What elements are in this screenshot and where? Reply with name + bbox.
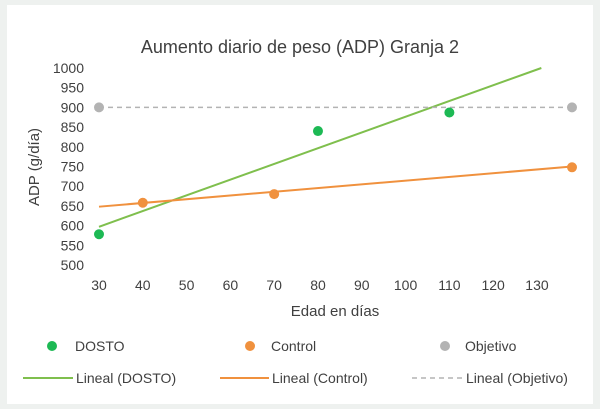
y-tick-label: 700 [61,178,85,194]
x-tick-label: 40 [135,277,151,293]
data-point-control [137,197,148,208]
x-tick-label: 130 [525,277,549,293]
data-points [94,102,577,240]
legend-marker-objetivo [440,341,450,351]
y-tick-label: 850 [61,119,85,135]
y-tick-label: 500 [61,257,85,273]
legend-label-lineal-dosto: Lineal (DOSTO) [76,370,176,386]
x-axis-label: Edad en días [291,303,379,320]
x-tick-label: 100 [394,277,418,293]
legend-label-control: Control [271,338,316,354]
y-tick-label: 550 [61,237,85,253]
x-tick-label: 110 [438,277,461,293]
legend-label-objetivo: Objetivo [465,338,517,354]
legend-marker-dosto [47,341,57,351]
chart-frame: Aumento diario de peso (ADP) Granja 2 AD… [7,5,593,404]
legend: DOSTO Control Objetivo Lineal (DOSTO) Lineal… [23,338,568,386]
x-tick-labels: 30 40 50 60 70 80 90 100 110 120 130 [91,277,549,293]
x-tick-label: 90 [354,277,370,293]
legend-marker-control [245,341,255,351]
data-point-control [269,189,280,200]
y-tick-label: 600 [61,218,85,234]
x-tick-label: 50 [179,277,195,293]
x-tick-label: 80 [310,277,326,293]
trendline-lineal-control [98,165,573,208]
data-point-dosto [94,229,104,240]
x-tick-label: 70 [266,277,282,293]
data-point-objetivo [94,102,104,113]
y-axis-label: ADP (g/día) [26,128,43,206]
chart-title: Aumento diario de peso (ADP) Granja 2 [141,37,459,57]
chart-svg: Aumento diario de peso (ADP) Granja 2 AD… [23,37,577,386]
trendline-lineal-dosto [98,67,542,228]
legend-label-lineal-control: Lineal (Control) [272,370,368,386]
y-tick-label: 650 [61,198,85,214]
legend-label-lineal-objetivo: Lineal (Objetivo) [466,370,568,386]
legend-label-dosto: DOSTO [75,338,125,354]
data-point-objetivo [567,102,577,113]
y-tick-label: 900 [61,99,85,115]
y-tick-labels: 500 550 600 650 700 750 800 850 900 950 1000 [53,60,84,273]
y-tick-label: 1000 [53,60,84,76]
trendlines [98,67,573,228]
y-tick-label: 800 [61,139,85,155]
data-point-dosto [444,107,455,118]
data-point-dosto [312,126,323,137]
x-tick-label: 120 [481,277,505,293]
y-tick-label: 950 [61,80,85,96]
x-tick-label: 30 [91,277,107,293]
x-tick-label: 60 [223,277,239,293]
y-tick-label: 750 [61,159,85,175]
data-point-control [567,162,577,173]
